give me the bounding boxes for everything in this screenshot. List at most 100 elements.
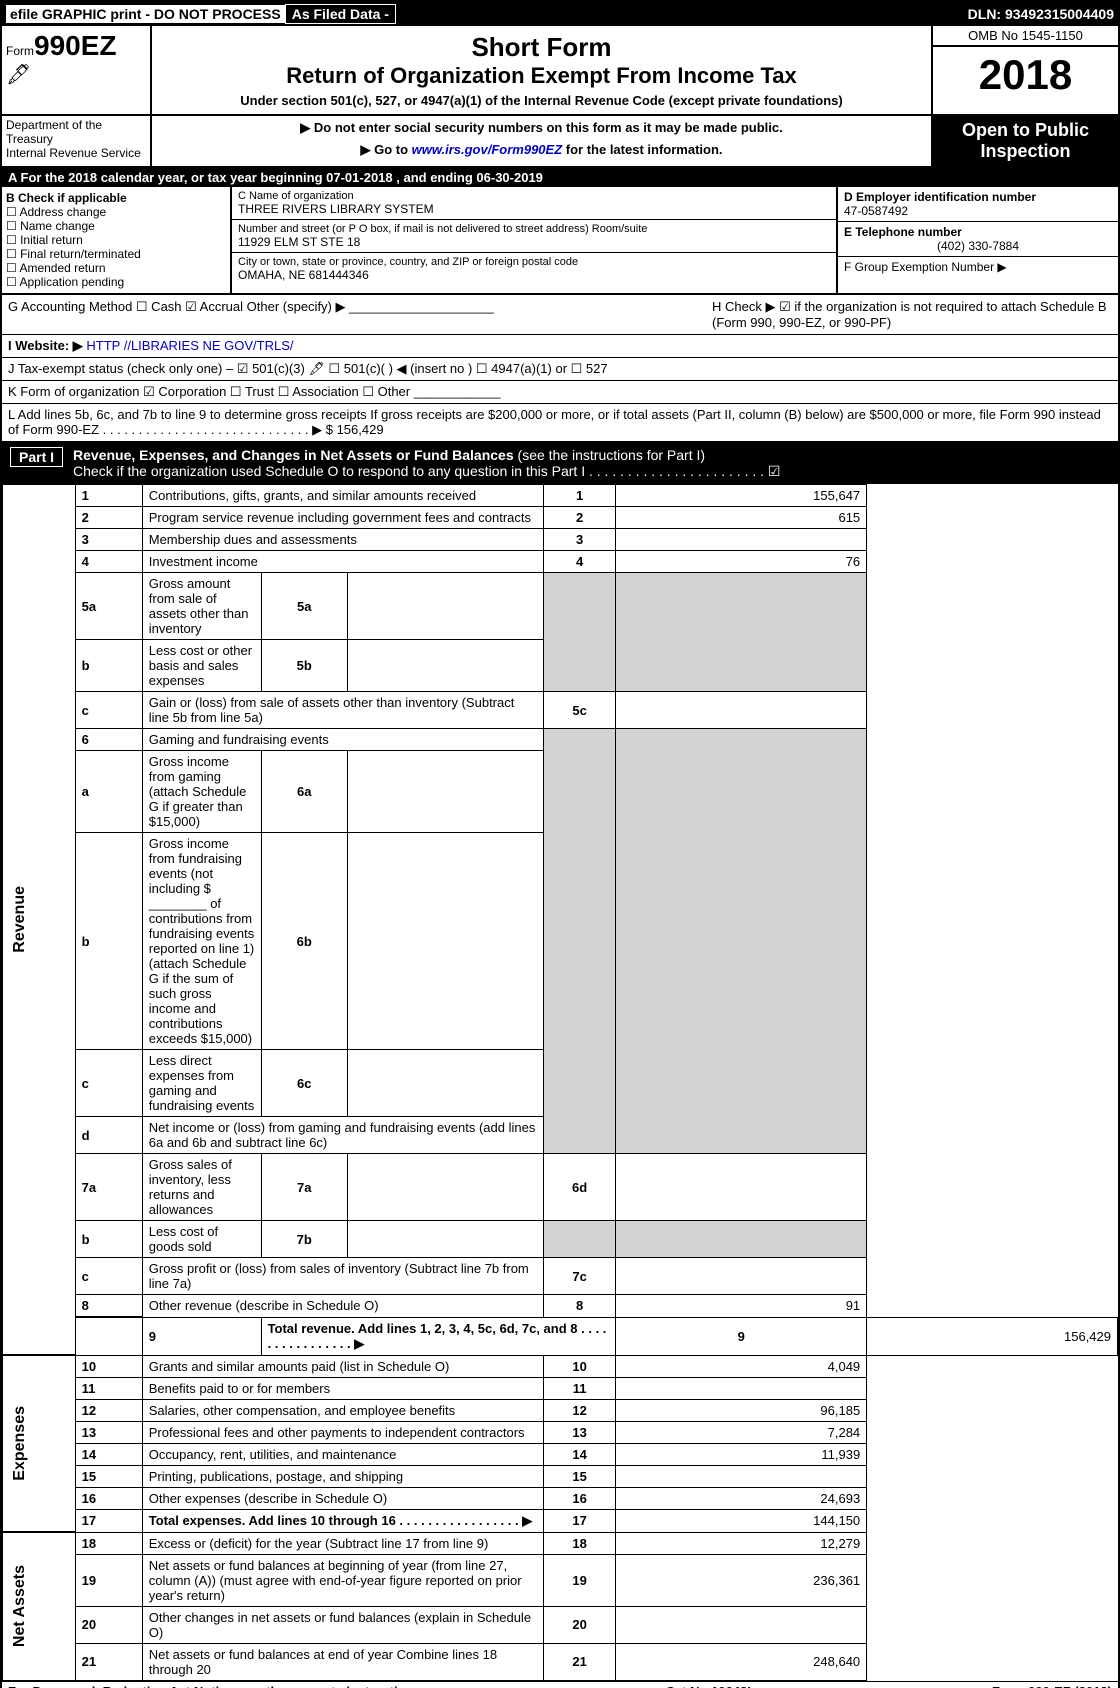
l14-desc: Occupancy, rent, utilities, and maintena… <box>142 1443 543 1465</box>
irs: Internal Revenue Service <box>6 146 146 160</box>
l2-amt: 615 <box>616 507 867 529</box>
l5a-val <box>347 573 543 640</box>
l7c-num: c <box>75 1258 142 1295</box>
d-label: D Employer identification number <box>844 190 1112 204</box>
street-label: Number and street (or P O box, if mail i… <box>238 223 830 235</box>
l3-amt <box>616 529 867 551</box>
l5a-num: 5a <box>75 573 142 640</box>
l4-ln: 4 <box>543 551 616 573</box>
part1-header: Part I Revenue, Expenses, and Changes in… <box>2 443 1118 484</box>
chk-final[interactable]: ☐ Final return/terminated <box>6 247 226 261</box>
l20-ln: 20 <box>543 1606 616 1643</box>
goto-link[interactable]: ▶ Go to www.irs.gov/Form990EZ for the la… <box>360 142 722 157</box>
line-g: G Accounting Method ☐ Cash ☑ Accrual Oth… <box>8 299 712 330</box>
l12-num: 12 <box>75 1399 142 1421</box>
chk-amended[interactable]: ☐ Amended return <box>6 261 226 275</box>
l20-amt <box>616 1606 867 1643</box>
l2-num: 2 <box>75 507 142 529</box>
l4-amt: 76 <box>616 551 867 573</box>
l5c-desc: Gain or (loss) from sale of assets other… <box>142 692 543 729</box>
col-def: D Employer identification number 47-0587… <box>838 187 1118 293</box>
org-name: THREE RIVERS LIBRARY SYSTEM <box>238 202 830 216</box>
l21-num: 21 <box>75 1643 142 1680</box>
dln: DLN: 93492315004409 <box>968 6 1114 22</box>
l10-ln: 10 <box>543 1355 616 1377</box>
l1-desc: Contributions, gifts, grants, and simila… <box>142 485 543 507</box>
l15-num: 15 <box>75 1465 142 1487</box>
l7a-num: 7a <box>75 1154 142 1221</box>
top-bar: efile GRAPHIC print - DO NOT PROCESS As … <box>2 2 1118 26</box>
l11-num: 11 <box>75 1377 142 1399</box>
line-j: J Tax-exempt status (check only one) – ☑… <box>2 358 1118 381</box>
l9-desc: Total revenue. Add lines 1, 2, 3, 4, 5c,… <box>261 1317 616 1355</box>
city: OMAHA, NE 681444346 <box>238 268 830 282</box>
l12-amt: 96,185 <box>616 1399 867 1421</box>
l2-ln: 2 <box>543 507 616 529</box>
l5a-desc: Gross amount from sale of assets other t… <box>142 573 261 640</box>
chk-address[interactable]: ☐ Address change <box>6 205 226 219</box>
l11-ln: 11 <box>543 1377 616 1399</box>
l12-desc: Salaries, other compensation, and employ… <box>142 1399 543 1421</box>
c-label: C Name of organization <box>238 190 830 202</box>
l14-ln: 14 <box>543 1443 616 1465</box>
tax-year: 2018 <box>933 47 1118 103</box>
l18-amt: 12,279 <box>616 1532 867 1554</box>
l18-num: 18 <box>75 1532 142 1554</box>
open-to-public: Open to Public Inspection <box>933 116 1118 166</box>
header-row2: Department of the Treasury Internal Reve… <box>2 116 1118 168</box>
l3-ln: 3 <box>543 529 616 551</box>
l6b-num: b <box>75 833 142 1050</box>
l10-num: 10 <box>75 1355 142 1377</box>
footer-left: For Paperwork Reduction Act Notice, see … <box>8 1684 424 1688</box>
l12-ln: 12 <box>543 1399 616 1421</box>
omb-number: OMB No 1545-1150 <box>933 26 1118 47</box>
l6a-desc: Gross income from gaming (attach Schedul… <box>142 751 261 833</box>
l16-amt: 24,693 <box>616 1487 867 1509</box>
l17-desc: Total expenses. Add lines 10 through 16 … <box>142 1509 543 1532</box>
l21-desc: Net assets or fund balances at end of ye… <box>142 1643 543 1680</box>
l5c-num: c <box>75 692 142 729</box>
l6d-amt <box>616 1154 867 1221</box>
as-filed: As Filed Data - <box>285 4 396 24</box>
part1-table: Revenue 1 Contributions, gifts, grants, … <box>2 484 1118 1681</box>
l18-desc: Excess or (deficit) for the year (Subtra… <box>142 1532 543 1554</box>
l11-amt <box>616 1377 867 1399</box>
col-b-checkboxes: B Check if applicable ☐ Address change ☐… <box>2 187 232 293</box>
l13-desc: Professional fees and other payments to … <box>142 1421 543 1443</box>
l7c-desc: Gross profit or (loss) from sales of inv… <box>142 1258 543 1295</box>
l17-amt: 144,150 <box>616 1509 867 1532</box>
l5b-desc: Less cost or other basis and sales expen… <box>142 640 261 692</box>
l10-desc: Grants and similar amounts paid (list in… <box>142 1355 543 1377</box>
line-h: H Check ▶ ☑ if the organization is not r… <box>712 299 1112 330</box>
l7a-desc: Gross sales of inventory, less returns a… <box>142 1154 261 1221</box>
ein: 47-0587492 <box>844 204 1112 218</box>
l2-desc: Program service revenue including govern… <box>142 507 543 529</box>
l6a-val <box>347 751 543 833</box>
l14-amt: 11,939 <box>616 1443 867 1465</box>
l16-ln: 16 <box>543 1487 616 1509</box>
chk-pending[interactable]: ☐ Application pending <box>6 275 226 289</box>
l7a-val <box>347 1154 543 1221</box>
l6-num: 6 <box>75 729 142 751</box>
l5b-num: b <box>75 640 142 692</box>
chk-initial[interactable]: ☐ Initial return <box>6 233 226 247</box>
l19-num: 19 <box>75 1554 142 1606</box>
line-a: A For the 2018 calendar year, or tax yea… <box>2 168 1118 187</box>
l4-desc: Investment income <box>142 551 543 573</box>
l6d-desc: Net income or (loss) from gaming and fun… <box>142 1117 543 1154</box>
website-link[interactable]: HTTP //LIBRARIES NE GOV/TRLS/ <box>86 338 293 353</box>
l3-desc: Membership dues and assessments <box>142 529 543 551</box>
l6a-sub: 6a <box>261 751 347 833</box>
chk-name[interactable]: ☐ Name change <box>6 219 226 233</box>
section-bcdef: B Check if applicable ☐ Address change ☐… <box>2 187 1118 295</box>
l6c-num: c <box>75 1050 142 1117</box>
l7c-ln: 7c <box>543 1258 616 1295</box>
l13-amt: 7,284 <box>616 1421 867 1443</box>
e-label: E Telephone number <box>844 225 1112 239</box>
l19-amt: 236,361 <box>616 1554 867 1606</box>
form-990ez: efile GRAPHIC print - DO NOT PROCESS As … <box>0 0 1120 1688</box>
l4-num: 4 <box>75 551 142 573</box>
subtitle: Under section 501(c), 527, or 4947(a)(1)… <box>160 93 923 108</box>
efile-notice: efile GRAPHIC print - DO NOT PROCESS <box>6 5 285 23</box>
phone: (402) 330-7884 <box>844 239 1112 253</box>
